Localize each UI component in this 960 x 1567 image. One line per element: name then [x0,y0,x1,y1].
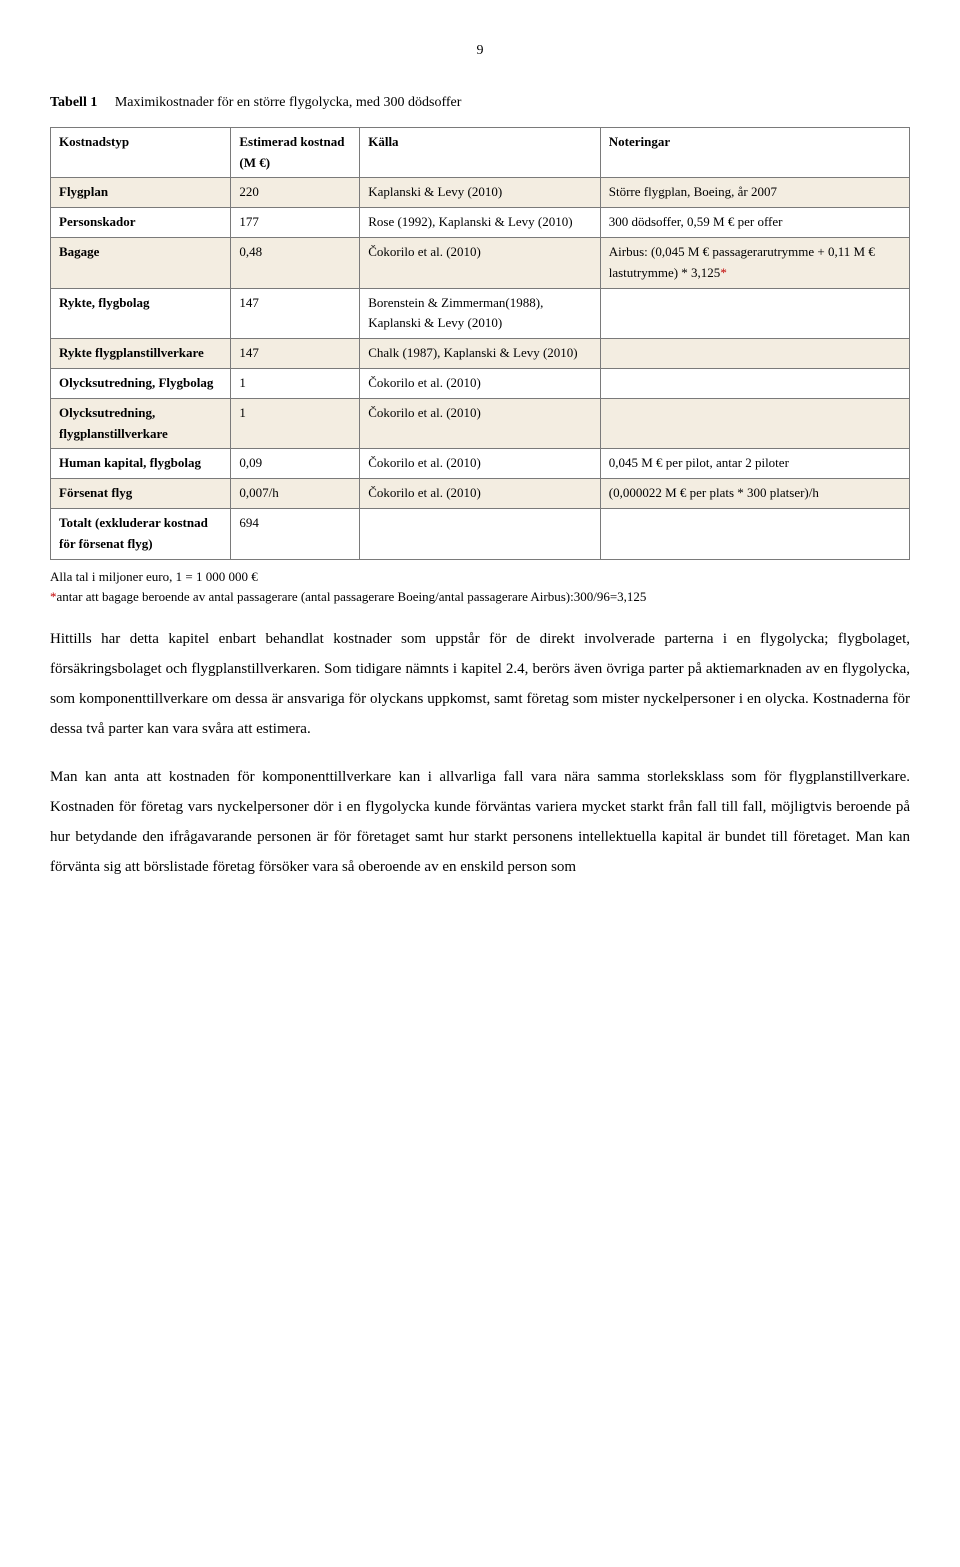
table-label: Tabell 1 [50,95,97,110]
paragraph-2: Man kan anta att kostnaden för komponent… [50,762,910,882]
table-row: Flygplan220Kaplanski & Levy (2010)Större… [51,178,910,208]
cell-source: Čokorilo et al. (2010) [360,237,601,288]
cell-source: Borenstein & Zimmerman(1988), Kaplanski … [360,288,601,339]
cell-source: Čokorilo et al. (2010) [360,449,601,479]
cell-type: Rykte flygplanstillverkare [51,339,231,369]
table-row: Rykte flygplanstillverkare147Chalk (1987… [51,339,910,369]
cell-source: Chalk (1987), Kaplanski & Levy (2010) [360,339,601,369]
cell-source: Kaplanski & Levy (2010) [360,178,601,208]
col-header-source: Källa [360,127,601,178]
table-row: Personskador177Rose (1992), Kaplanski & … [51,208,910,238]
cell-source: Čokorilo et al. (2010) [360,368,601,398]
table-title: Maximikostnader för en större flygolycka… [115,95,462,110]
table-row: Försenat flyg0,007/hČokorilo et al. (201… [51,479,910,509]
footnote-units: Alla tal i miljoner euro, 1 = 1 000 000 … [50,568,910,586]
table-row: Rykte, flygbolag147Borenstein & Zimmerma… [51,288,910,339]
cell-type: Olycksutredning, flygplanstillverkare [51,398,231,449]
table-row: Olycksutredning, flygplanstillverkare1Čo… [51,398,910,449]
paragraph-1: Hittills har detta kapitel enbart behand… [50,624,910,744]
table-row: Bagage0,48Čokorilo et al. (2010)Airbus: … [51,237,910,288]
cell-notes: Airbus: (0,045 M € passagerarutrymme + 0… [600,237,909,288]
table-caption: Tabell 1 Maximikostnader för en större f… [50,92,910,114]
cell-estimate: 1 [231,368,360,398]
cell-type: Totalt (exkluderar kostnad för försenat … [51,508,231,559]
cell-type: Rykte, flygbolag [51,288,231,339]
cell-type: Human kapital, flygbolag [51,449,231,479]
cell-notes: Större flygplan, Boeing, år 2007 [600,178,909,208]
cell-notes [600,288,909,339]
cell-estimate: 147 [231,288,360,339]
cell-source [360,508,601,559]
cell-notes [600,368,909,398]
cell-estimate: 694 [231,508,360,559]
footnote-assumption: *antar att bagage beroende av antal pass… [50,588,910,606]
cell-type: Försenat flyg [51,479,231,509]
col-header-type: Kostnadstyp [51,127,231,178]
cell-estimate: 147 [231,339,360,369]
page-number: 9 [50,40,910,62]
cell-type: Personskador [51,208,231,238]
cell-estimate: 220 [231,178,360,208]
cell-notes: (0,000022 M € per plats * 300 platser)/h [600,479,909,509]
cell-source: Čokorilo et al. (2010) [360,479,601,509]
cell-estimate: 177 [231,208,360,238]
cell-type: Flygplan [51,178,231,208]
cell-estimate: 0,48 [231,237,360,288]
cell-notes: 300 dödsoffer, 0,59 M € per offer [600,208,909,238]
cell-notes [600,339,909,369]
col-header-estimate: Estimerad kostnad (M €) [231,127,360,178]
cell-estimate: 0,09 [231,449,360,479]
cell-notes: 0,045 M € per pilot, antar 2 piloter [600,449,909,479]
table-row: Totalt (exkluderar kostnad för försenat … [51,508,910,559]
cell-estimate: 0,007/h [231,479,360,509]
footnote-assumption-text: antar att bagage beroende av antal passa… [57,589,647,604]
cell-type: Olycksutredning, Flygbolag [51,368,231,398]
cell-source: Čokorilo et al. (2010) [360,398,601,449]
cell-notes [600,398,909,449]
table-row: Olycksutredning, Flygbolag1Čokorilo et a… [51,368,910,398]
cell-source: Rose (1992), Kaplanski & Levy (2010) [360,208,601,238]
cell-type: Bagage [51,237,231,288]
col-header-notes: Noteringar [600,127,909,178]
cell-notes [600,508,909,559]
table-row: Human kapital, flygbolag0,09Čokorilo et … [51,449,910,479]
cost-table: Kostnadstyp Estimerad kostnad (M €) Käll… [50,127,910,560]
cell-estimate: 1 [231,398,360,449]
